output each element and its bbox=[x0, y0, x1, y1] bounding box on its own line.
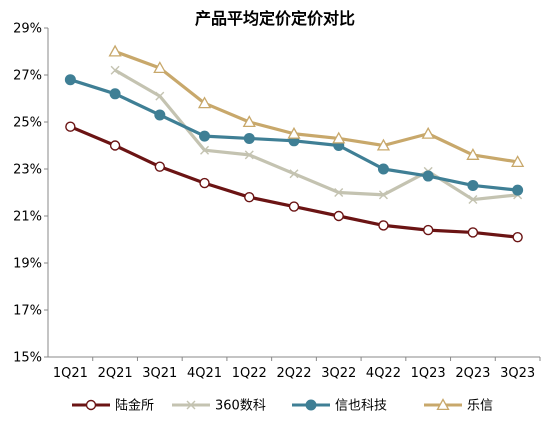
data-point bbox=[243, 132, 255, 144]
data-point bbox=[199, 177, 210, 189]
y-tick-label: 23% bbox=[13, 163, 42, 178]
series-1 bbox=[65, 121, 523, 243]
legend-item: 信也科技 bbox=[292, 399, 387, 414]
x-tick-label: 2Q23 bbox=[455, 366, 490, 381]
x-tick-label: 2Q21 bbox=[98, 366, 133, 381]
data-point bbox=[65, 121, 76, 132]
data-point bbox=[421, 126, 435, 139]
legend-label: 陆金所 bbox=[115, 398, 154, 414]
data-point bbox=[109, 140, 121, 151]
y-tick-label: 29% bbox=[13, 22, 42, 37]
legend-item: 乐信 bbox=[424, 398, 493, 414]
legend-item: 陆金所 bbox=[72, 398, 154, 414]
data-point bbox=[154, 109, 166, 121]
data-point bbox=[422, 224, 434, 236]
axes: 15% 17% 19% 21% 23% 25% 27% 29% 1Q21 2Q21 3Q21 4Q21… bbox=[13, 22, 541, 381]
data-point bbox=[467, 179, 479, 191]
data-point bbox=[109, 88, 121, 100]
data-point bbox=[64, 74, 76, 86]
x-tick-label: 1Q23 bbox=[411, 366, 446, 381]
legend-label: 乐信 bbox=[467, 399, 493, 414]
data-point bbox=[155, 91, 165, 101]
data-point bbox=[108, 44, 122, 57]
data-point bbox=[468, 195, 478, 205]
legend-marker bbox=[85, 399, 97, 411]
x-tick-label: 2Q22 bbox=[276, 366, 311, 381]
data-point bbox=[467, 227, 479, 238]
data-point bbox=[200, 145, 210, 155]
data-point bbox=[110, 65, 120, 75]
legend-item: 360数科 bbox=[172, 399, 266, 414]
series-4 bbox=[108, 44, 525, 168]
data-point bbox=[466, 148, 480, 160]
series-layer bbox=[64, 44, 525, 243]
data-point bbox=[289, 169, 299, 179]
legend-label: 360数科 bbox=[215, 399, 266, 414]
x-tick-label: 1Q22 bbox=[232, 366, 267, 381]
data-point bbox=[244, 150, 254, 160]
y-tick-label: 19% bbox=[13, 257, 42, 272]
x-tick-label: 3Q21 bbox=[142, 366, 177, 381]
y-tick-label: 17% bbox=[13, 304, 42, 319]
x-tick-label: 4Q21 bbox=[187, 366, 222, 381]
data-point bbox=[334, 188, 344, 197]
x-tick-label: 1Q21 bbox=[53, 366, 88, 381]
data-point bbox=[422, 170, 434, 182]
data-point bbox=[376, 138, 391, 151]
x-tick-label: 3Q23 bbox=[500, 366, 535, 381]
series-line bbox=[114, 68, 518, 202]
data-point bbox=[512, 231, 523, 243]
series-line bbox=[114, 49, 518, 164]
y-tick-label: 25% bbox=[13, 116, 42, 131]
y-tick-label: 15% bbox=[13, 351, 42, 366]
x-tick-label: 3Q22 bbox=[321, 366, 356, 381]
data-point bbox=[378, 190, 388, 200]
legend-marker bbox=[305, 399, 317, 411]
legend-marker bbox=[436, 398, 450, 411]
data-point bbox=[332, 131, 346, 144]
data-point bbox=[242, 115, 256, 128]
series-3 bbox=[64, 74, 524, 196]
data-point bbox=[511, 155, 525, 168]
legend-marker bbox=[186, 400, 196, 410]
data-point bbox=[197, 96, 212, 109]
data-point bbox=[153, 61, 167, 73]
data-point bbox=[244, 191, 255, 203]
data-point bbox=[154, 161, 166, 172]
legend-label: 信也科技 bbox=[335, 399, 387, 414]
chart-title: 产品平均定价定价对比 bbox=[195, 9, 355, 28]
data-point bbox=[287, 126, 301, 139]
data-point bbox=[378, 220, 389, 231]
y-tick-label: 21% bbox=[13, 210, 42, 225]
y-tick-label: 27% bbox=[13, 69, 42, 84]
data-point bbox=[333, 210, 344, 222]
legend: 陆金所 360数科 信也科技 乐信 bbox=[72, 398, 493, 414]
data-point bbox=[377, 163, 389, 175]
data-point bbox=[512, 184, 524, 196]
data-point bbox=[199, 130, 211, 142]
x-tick-label: 4Q22 bbox=[366, 366, 401, 381]
data-point bbox=[288, 201, 300, 212]
